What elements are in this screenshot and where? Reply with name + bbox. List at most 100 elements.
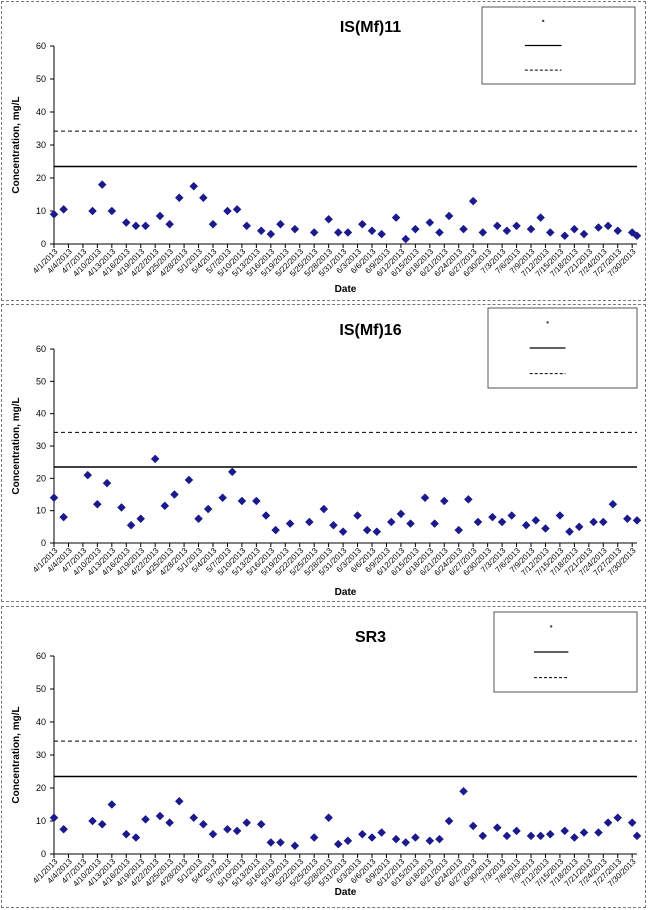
data-point	[49, 493, 59, 503]
data-point	[492, 823, 502, 832]
data-point	[309, 228, 319, 237]
data-point	[189, 181, 199, 191]
y-tick-label: 30	[36, 750, 46, 760]
data-point	[526, 224, 536, 234]
data-point	[242, 818, 252, 828]
data-point	[194, 514, 203, 524]
data-point	[252, 496, 261, 506]
data-point	[608, 499, 618, 509]
data-point	[473, 517, 483, 527]
data-point	[83, 470, 93, 480]
data-point	[362, 525, 372, 535]
data-point	[512, 826, 521, 836]
data-point	[136, 514, 146, 524]
y-tick-label: 40	[36, 717, 46, 727]
data-point	[49, 813, 59, 823]
data-point	[411, 833, 420, 842]
data-point	[459, 224, 468, 234]
data-point	[464, 494, 473, 504]
data-point	[435, 228, 444, 237]
chart-title: SR3	[355, 629, 386, 646]
y-tick-label: 50	[36, 684, 46, 694]
data-point	[256, 226, 266, 236]
data-point	[401, 838, 411, 847]
data-point	[290, 841, 300, 851]
y-axis-label: Concentration, mg/L	[11, 96, 22, 193]
data-point	[88, 206, 97, 216]
data-point	[377, 828, 386, 837]
data-point	[507, 511, 517, 520]
data-point	[271, 525, 280, 535]
data-point	[160, 501, 170, 511]
y-axis-label: Concentration, mg/L	[11, 397, 22, 494]
y-tick-label: 0	[41, 239, 46, 249]
y-tick-label: 10	[36, 506, 46, 516]
data-point	[261, 511, 271, 520]
data-point	[531, 516, 541, 525]
data-point	[425, 218, 435, 227]
data-point	[276, 219, 285, 229]
y-tick-label: 20	[36, 783, 46, 793]
data-point	[107, 800, 117, 809]
legend-marker-sample	[550, 625, 553, 628]
data-point	[603, 221, 613, 231]
y-tick-label: 0	[41, 849, 46, 859]
data-point	[396, 509, 406, 519]
data-point	[155, 811, 165, 821]
data-point	[536, 213, 545, 222]
data-point	[560, 826, 570, 836]
data-point	[237, 496, 247, 506]
data-point	[598, 517, 608, 527]
y-tick-label: 20	[36, 473, 46, 483]
data-point	[333, 839, 343, 849]
data-point	[59, 512, 68, 522]
data-point	[170, 490, 179, 499]
data-point	[329, 520, 338, 530]
data-point	[623, 514, 632, 524]
data-point	[377, 229, 386, 239]
data-point	[199, 819, 208, 829]
chart-panel-ismf11: IS(Mf)11 0 10 20 30 40 50 60 4/1/2013 4/4/2013 4/7…	[1, 1, 646, 301]
data-point	[59, 824, 68, 834]
x-axis-label: Date	[335, 284, 357, 295]
data-point	[579, 229, 589, 239]
data-point	[512, 221, 521, 231]
data-point	[358, 829, 367, 839]
x-axis-label: Date	[335, 587, 357, 598]
x-axis-label: Date	[335, 887, 357, 898]
y-tick-label: 60	[36, 41, 46, 51]
data-point	[555, 511, 565, 520]
y-axis-label: Concentration, mg/L	[11, 706, 22, 803]
data-point	[565, 527, 574, 537]
data-point	[594, 828, 603, 837]
data-point	[141, 221, 150, 231]
data-point	[121, 829, 131, 839]
data-point	[88, 816, 97, 826]
data-point	[444, 816, 454, 826]
data-point	[420, 493, 430, 503]
data-point	[526, 831, 536, 841]
data-point	[223, 824, 232, 834]
data-point	[102, 478, 112, 488]
data-point	[199, 193, 208, 203]
data-point	[97, 819, 107, 829]
data-point	[406, 519, 415, 528]
y-tick-label: 10	[36, 206, 46, 216]
data-point	[594, 223, 603, 232]
data-point	[502, 226, 512, 236]
data-point	[266, 229, 276, 239]
data-point	[155, 211, 165, 221]
data-point	[333, 228, 343, 237]
y-tick-label: 10	[36, 816, 46, 826]
data-point	[165, 219, 174, 229]
data-point	[545, 829, 555, 839]
y-tick-label: 0	[41, 538, 46, 548]
data-point	[536, 831, 545, 841]
data-point	[131, 221, 141, 231]
data-point	[613, 226, 623, 236]
data-point	[117, 503, 126, 512]
data-point	[97, 180, 107, 189]
data-point	[218, 493, 227, 503]
data-point	[468, 196, 478, 206]
data-point	[570, 224, 579, 234]
